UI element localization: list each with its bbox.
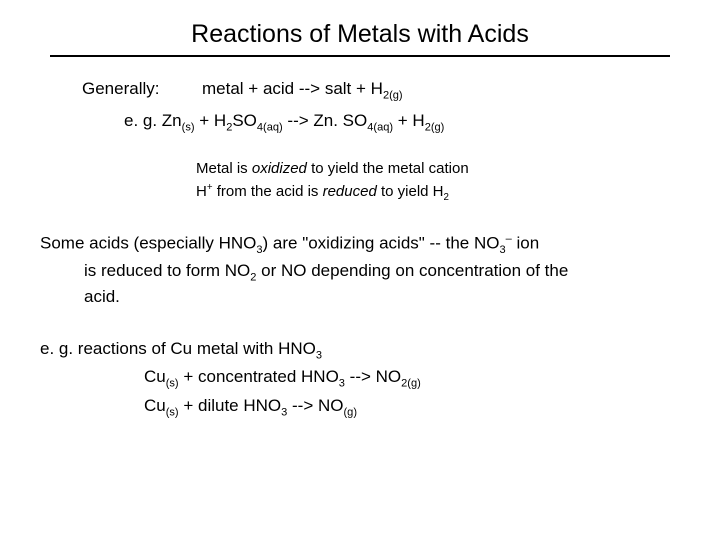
example-equation-line: e. g. Zn(s) + H2SO4(aq) --> Zn. SO4(aq) …	[124, 107, 680, 137]
eg-text: SO	[232, 111, 257, 130]
ex-sub: (s)	[166, 406, 179, 418]
eg-text: --> Zn. SO	[283, 111, 368, 130]
ex-sub: (s)	[166, 377, 179, 389]
note-text: Metal is	[196, 160, 252, 177]
ex-text: + dilute HNO	[179, 396, 282, 415]
note-text: H	[196, 183, 207, 200]
eq-sub: 2(g)	[383, 89, 403, 101]
ex-sub: 2(g)	[401, 377, 421, 389]
eq-text: metal + acid --> salt + H	[202, 79, 383, 98]
note-line-2: H+ from the acid is reduced to yield H2	[196, 180, 680, 205]
note-italic: oxidized	[252, 160, 307, 177]
para-text: ion	[512, 234, 539, 253]
para-indent-line: acid.	[84, 285, 680, 310]
example-reaction-2: Cu(s) + dilute HNO3 --> NO(g)	[144, 393, 680, 422]
note-text: from the acid is	[213, 183, 323, 200]
para-line: Some acids (especially HNO 3) are "oxidiz…	[40, 231, 680, 258]
ex-text: Cu	[144, 396, 166, 415]
example-reaction-1: Cu(s) + concentrated HNO3 --> NO2(g)	[144, 364, 680, 393]
note-text: to yield H	[377, 183, 444, 200]
general-equation-line: Generally: metal + acid --> salt + H2(g)	[82, 75, 680, 105]
para-text: ) are "oxidizing acids" -- the NO	[263, 234, 500, 253]
ex-text: + concentrated HNO	[179, 367, 339, 386]
eg-text: + H	[195, 111, 227, 130]
eg-sub: 4(aq)	[257, 121, 283, 133]
eg-sub: 2(g)	[425, 121, 445, 133]
para-text: or NO depending on concentration of the	[256, 261, 568, 280]
para-text: is reduced to form NO	[84, 261, 250, 280]
ex-text: Cu	[144, 367, 166, 386]
para-sub: 3	[499, 245, 505, 257]
note-italic: reduced	[323, 183, 377, 200]
eg-sub: (s)	[182, 121, 195, 133]
notes-block: Metal is oxidized to yield the metal cat…	[196, 157, 680, 205]
para-text: Some acids (especially HNO	[40, 234, 256, 253]
note-sub: 2	[444, 192, 449, 203]
note-line-1: Metal is oxidized to yield the metal cat…	[196, 157, 680, 180]
ex-text: --> NO	[287, 396, 343, 415]
eg-text: e. g. Zn	[124, 111, 182, 130]
note-text: to yield the metal cation	[307, 160, 469, 177]
example-heading: e. g. reactions of Cu metal with HNO3	[40, 336, 680, 365]
ex-text: --> NO	[345, 367, 401, 386]
general-equation: metal + acid --> salt + H2(g)	[202, 75, 403, 105]
ex-sub: (g)	[344, 406, 358, 418]
page-title: Reactions of Metals with Acids	[50, 20, 670, 57]
general-block: Generally: metal + acid --> salt + H2(g)…	[82, 75, 680, 137]
ex-text: e. g. reactions of Cu metal with HNO	[40, 339, 316, 358]
example-block: e. g. reactions of Cu metal with HNO3 Cu…	[40, 336, 680, 422]
general-label: Generally:	[82, 75, 202, 105]
para-indent-line: is reduced to form NO2 or NO depending o…	[84, 259, 680, 285]
eg-text: + H	[393, 111, 425, 130]
ex-sub: 3	[316, 349, 322, 361]
oxidizing-acids-paragraph: Some acids (especially HNO 3) are "oxidiz…	[40, 231, 680, 309]
eg-sub: 4(aq)	[367, 121, 393, 133]
